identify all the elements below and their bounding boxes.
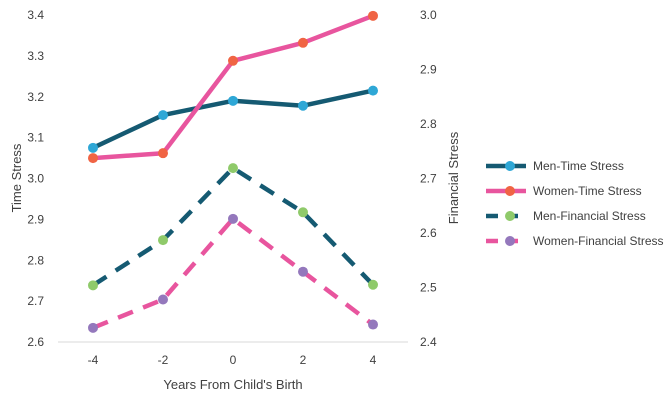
y-right-tick-label: 2.5 [420,281,437,295]
women-time-stress-point [88,153,98,164]
y-left-tick-label: 3.2 [27,90,44,104]
men-financial-stress-point [368,279,378,290]
men-time-stress-point [158,110,168,121]
y-left-tick-label: 2.8 [27,253,44,267]
legend-marker-men-time-stress [505,161,515,171]
y-left-tick-label: 2.9 [27,212,44,226]
women-time-stress-line [92,13,374,161]
y-axis-left-title: Time Stress [9,143,24,212]
y-right-tick-label: 2.6 [420,226,437,240]
y-left-tick-label: 3.1 [27,131,44,145]
women-time-stress-point [298,37,308,48]
women-time-stress-point [228,55,238,66]
y-right-tick-label: 2.7 [420,172,437,186]
women-financial-stress-point [228,213,238,224]
men-time-stress-point [368,85,378,96]
men-time-stress-point [298,100,308,111]
women-financial-stress-point [88,322,98,333]
legend-marker-men-financial-stress [505,211,515,221]
y-axis-right-title: Financial Stress [446,131,461,224]
y-left-tick-label: 3.3 [27,49,44,63]
women-financial-stress-line [92,216,375,330]
legend-marker-women-time-stress [505,186,515,196]
y-right-tick-label: 3.0 [420,8,437,22]
legend-marker-women-financial-stress [505,236,515,246]
legend-label-men-time-stress: Men-Time Stress [533,159,624,173]
men-time-stress-point [88,142,98,153]
x-tick-label: -4 [88,353,99,367]
men-financial-stress-point [158,235,168,246]
men-financial-stress-point [298,207,308,218]
y-left-tick-label: 3.0 [27,172,44,186]
y-right-tick-label: 2.4 [420,335,437,349]
axes: 2.6 2.7 2.8 2.9 3.0 3.1 3.2 3.3 3.4 2.4 2.5 2.6 2.7 2… [27,8,437,367]
x-tick-label: 0 [230,353,237,367]
legend: Men-Time Stress Women-Time Stress Men-Fina… [486,159,664,248]
x-tick-label: 2 [300,353,307,367]
x-tick-label: -2 [158,353,169,367]
y-left-tick-label: 2.7 [27,294,44,308]
y-right-tick-label: 2.9 [420,63,437,77]
y-left-tick-label: 2.6 [27,335,44,349]
women-financial-stress-point [368,319,378,330]
y-right-tick-label: 2.8 [420,117,437,131]
men-financial-stress-line [91,165,375,288]
y-left-tick-label: 3.4 [27,8,44,22]
men-financial-stress-point [88,280,98,291]
women-time-stress-point [158,148,168,159]
legend-label-women-financial-stress: Women-Financial Stress [533,234,664,248]
men-time-stress-point [228,95,238,106]
women-time-stress-point [368,10,378,21]
women-financial-stress-point [158,294,168,305]
legend-label-men-financial-stress: Men-Financial Stress [533,209,646,223]
plot-area [88,10,378,333]
x-tick-label: 4 [370,353,377,367]
men-financial-stress-point [228,163,238,174]
women-financial-stress-point [298,266,308,277]
x-axis-title: Years From Child's Birth [163,377,302,392]
legend-label-women-time-stress: Women-Time Stress [533,184,642,198]
